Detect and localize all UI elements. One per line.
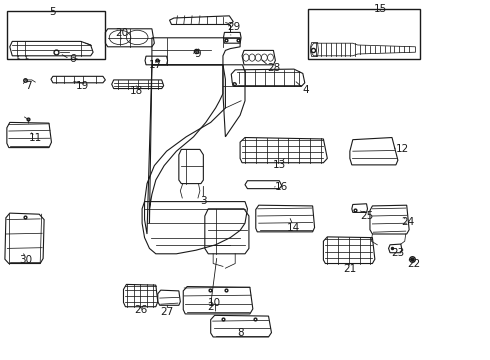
Text: 22: 22 xyxy=(407,259,421,269)
Text: 26: 26 xyxy=(134,305,148,315)
Text: 4: 4 xyxy=(302,85,309,95)
Text: 14: 14 xyxy=(286,222,300,233)
Text: 5: 5 xyxy=(49,6,56,17)
Text: 15: 15 xyxy=(373,4,387,14)
Text: 2: 2 xyxy=(207,302,214,312)
Text: 21: 21 xyxy=(343,264,357,274)
Text: 19: 19 xyxy=(75,81,89,91)
Text: 25: 25 xyxy=(360,211,373,221)
Text: 28: 28 xyxy=(267,63,280,73)
Text: 17: 17 xyxy=(149,60,163,70)
Text: 18: 18 xyxy=(129,86,143,96)
Bar xyxy=(7,11,105,59)
Text: 10: 10 xyxy=(208,298,221,308)
Text: 27: 27 xyxy=(160,307,173,318)
Bar xyxy=(308,9,420,59)
Text: 12: 12 xyxy=(396,144,410,154)
Text: 7: 7 xyxy=(25,81,32,91)
Text: 30: 30 xyxy=(19,255,32,265)
Text: 3: 3 xyxy=(200,196,207,206)
Text: 9: 9 xyxy=(194,49,201,59)
Text: 1: 1 xyxy=(227,25,234,35)
Text: 16: 16 xyxy=(274,182,288,192)
Text: 6: 6 xyxy=(69,54,76,64)
Text: 29: 29 xyxy=(227,22,241,32)
Text: 20: 20 xyxy=(115,28,128,38)
Text: 13: 13 xyxy=(272,160,286,170)
Text: 8: 8 xyxy=(237,328,244,338)
Text: 11: 11 xyxy=(28,133,42,143)
Text: 24: 24 xyxy=(401,217,415,227)
Text: 23: 23 xyxy=(391,248,405,258)
